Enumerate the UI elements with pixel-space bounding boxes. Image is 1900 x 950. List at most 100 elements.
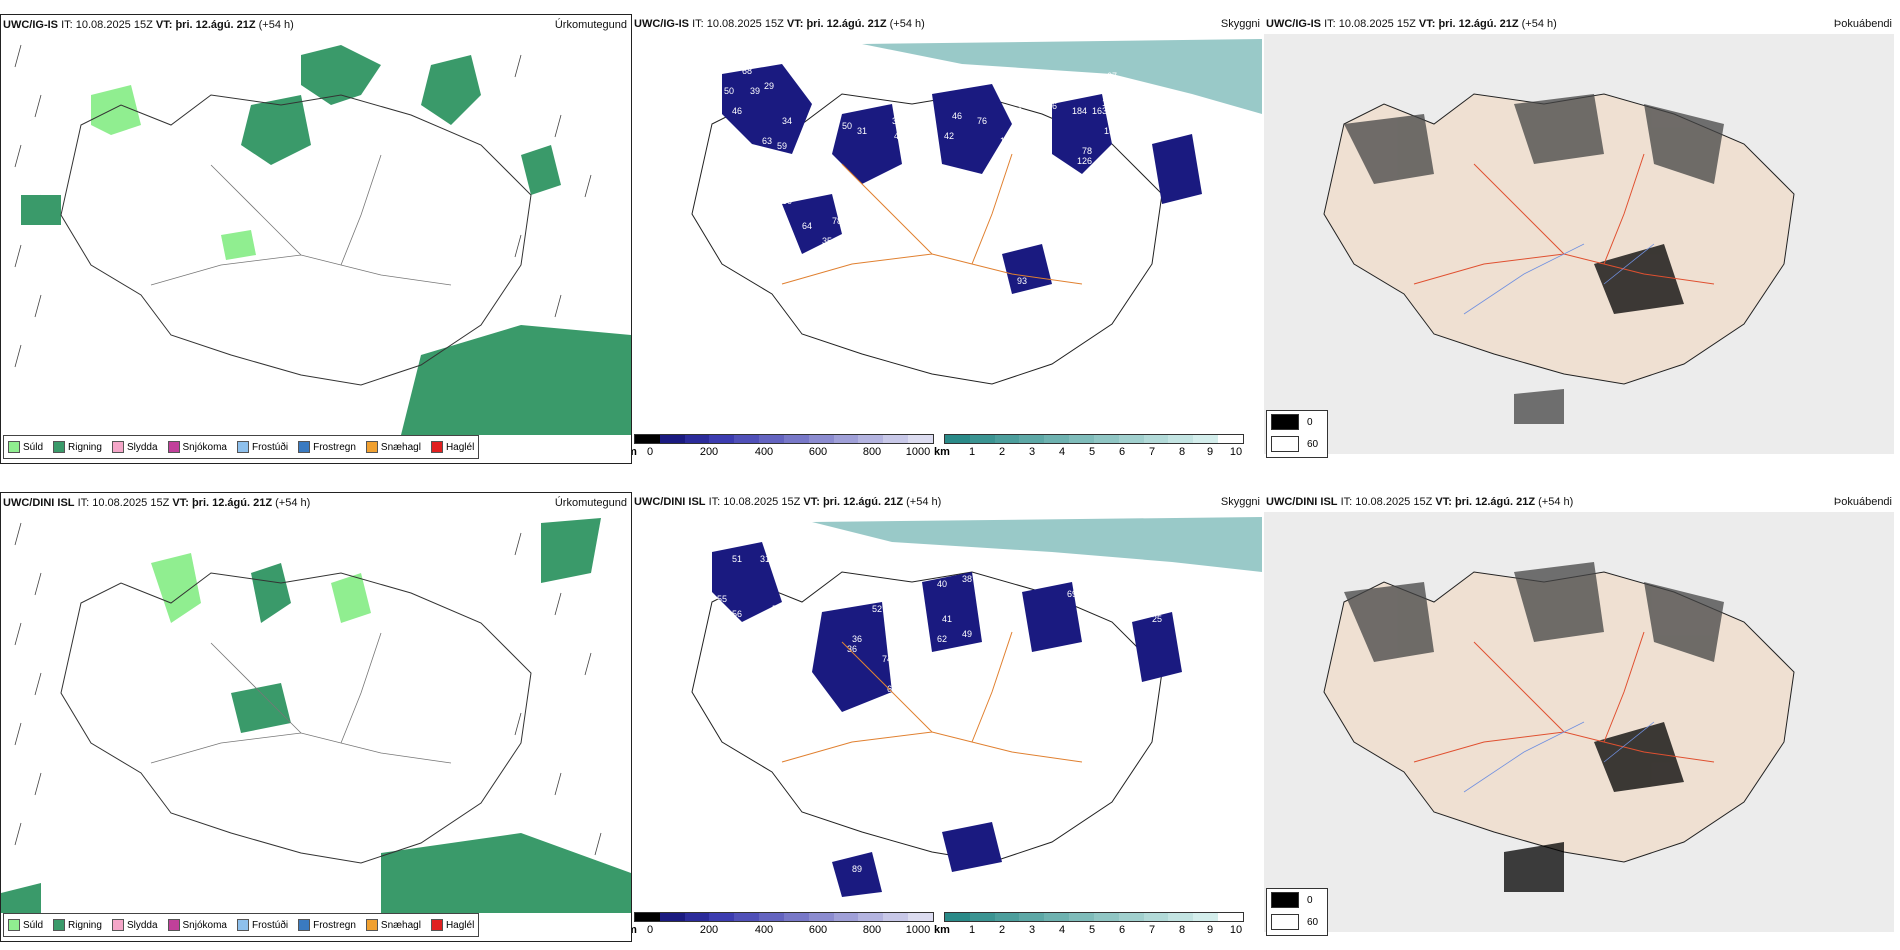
roads xyxy=(150,632,452,764)
panel-title: UWC/DINI ISL IT: 10.08.2025 15Z VT: þri.… xyxy=(3,497,311,509)
wind-barbs xyxy=(14,522,602,886)
vis-tick: 4 xyxy=(1058,446,1066,458)
cloud-base-label: 68 xyxy=(967,649,977,659)
panel-type-label: Úrkomutegund xyxy=(554,19,627,31)
cloud-base-label: 12 xyxy=(962,724,972,734)
vis-tick: 5 xyxy=(1088,924,1096,936)
cloud-base-label: 19 xyxy=(852,834,862,844)
cloud-base-label: 36 xyxy=(812,254,822,264)
vis-tick: 2 xyxy=(998,924,1006,936)
cloud-base-label: 50 xyxy=(724,86,734,96)
legend-item: Frostregn xyxy=(298,441,356,453)
cloud-base-label: 34 xyxy=(920,116,930,126)
cloud-base-label: 59 xyxy=(1007,216,1017,226)
panel-type-label: Skyggni xyxy=(1220,18,1260,30)
cloud-base-label: 49 xyxy=(962,629,972,639)
cloud-base-label: 35 xyxy=(932,664,942,674)
cloud-base-label: 56 xyxy=(1047,101,1057,111)
cloud-base-label: 150 xyxy=(1104,126,1119,136)
cloud-base-label: 526 xyxy=(992,221,1007,231)
vis-tick: 8 xyxy=(1178,446,1186,458)
vis-tick: 1 xyxy=(968,446,976,458)
legend-item: Snjókoma xyxy=(167,919,227,931)
cloud-tick: 400 xyxy=(754,924,774,936)
precip-legend: Súld Rigning Slydda Snjókoma Frostúði Fr… xyxy=(3,913,480,937)
cloud-base-label: 196 xyxy=(1010,136,1025,146)
cloud-base-label: 42 xyxy=(944,131,954,141)
vis-bar-unit: km xyxy=(934,446,950,458)
legend-item: Frostúði xyxy=(236,441,288,453)
legend-item: Slydda xyxy=(111,919,158,931)
legend-swatch xyxy=(53,441,66,453)
legend-item: Haglél xyxy=(430,919,474,931)
legend-item: Súld xyxy=(8,919,43,931)
cloud-tick: 200 xyxy=(699,924,719,936)
panel-title: UWC/IG-IS IT: 10.08.2025 15Z VT: þri. 12… xyxy=(634,18,925,30)
cloud-base-label: 52 xyxy=(732,624,742,634)
visibility-colorbar: km 1 2 3 4 5 6 7 8 9 10 xyxy=(934,912,1244,938)
legend-item: Frostúði xyxy=(236,919,288,931)
vis-bar-ticks: km 1 2 3 4 5 6 7 8 9 10 xyxy=(934,444,1244,458)
legend-swatch xyxy=(236,919,249,931)
fog-legend-item: 60 xyxy=(1267,433,1327,455)
cloud-base-label: 43 xyxy=(842,584,852,594)
cloud-base-label: 31 xyxy=(760,554,770,564)
cloud-base-label: 46 xyxy=(852,714,862,724)
vis-tick: 9 xyxy=(1206,446,1214,458)
vis-tick: 10 xyxy=(1229,446,1243,458)
precip-legend: Súld Rigning Slydda Snjókoma Frostúði Fr… xyxy=(3,435,480,459)
vis-bar-swatches xyxy=(944,434,1244,444)
legend-swatch xyxy=(53,919,66,931)
iceland-outline xyxy=(60,94,532,386)
panel-type-label: Úrkomutegund xyxy=(554,497,627,509)
cloud-base-label: 163 xyxy=(1092,106,1107,116)
cloud-base-label: 144 xyxy=(1102,98,1117,108)
cloud-base-label: 78 xyxy=(1082,146,1092,156)
cloud-base-label: 78 xyxy=(832,216,842,226)
visibility-panel-row1: UWC/IG-IS IT: 10.08.2025 15Z VT: þri. 12… xyxy=(632,14,1264,464)
cloud-base-label: 89 xyxy=(852,864,862,874)
cloud-base-label: 62 xyxy=(967,684,977,694)
vis-tick: 7 xyxy=(1148,924,1156,936)
fog-map xyxy=(1264,512,1894,932)
cloud-base-label: 36 xyxy=(1102,186,1112,196)
precip-areas xyxy=(21,45,631,435)
cloud-base-label: 68 xyxy=(742,66,752,76)
cloud-base-label: 184 xyxy=(1072,106,1087,116)
precip-areas xyxy=(1,518,631,913)
cloud-base-label: 39 xyxy=(892,116,902,126)
cloud-base-label: 40 xyxy=(937,579,947,589)
roads xyxy=(781,631,1083,763)
fog-legend-swatch xyxy=(1271,414,1299,430)
visibility-panel-row2: UWC/DINI ISL IT: 10.08.2025 15Z VT: þri.… xyxy=(632,492,1264,942)
cloud-base-label: 55 xyxy=(717,594,727,604)
rivers xyxy=(1463,243,1655,315)
cloud-base-label: 76 xyxy=(967,291,977,301)
cloud-base-label: 78 xyxy=(1047,196,1057,206)
cloud-bar-ticks: m 0 200 400 600 800 1000 xyxy=(632,922,934,936)
cloud-base-areas xyxy=(722,64,1202,294)
cloud-base-label: 46 xyxy=(782,256,792,266)
cloud-base-label: 63 xyxy=(847,241,857,251)
cloud-base-label: 240 xyxy=(1232,584,1247,594)
cloud-base-label: 17 xyxy=(1012,96,1022,106)
cloud-base-label: 69 xyxy=(1067,589,1077,599)
vis-sea-areas xyxy=(812,517,1262,572)
legend-swatch xyxy=(365,441,378,453)
legend-swatch xyxy=(298,441,311,453)
cloud-base-colorbar: m 0 200 400 600 800 1000 xyxy=(632,434,934,460)
vis-tick: 1 xyxy=(968,924,976,936)
cloud-base-label: 126 xyxy=(1077,156,1092,166)
cloud-base-label: 62 xyxy=(937,634,947,644)
fog-legend-swatch xyxy=(1271,892,1299,908)
cloud-base-label: 301 xyxy=(1004,181,1019,191)
legend-item: Slydda xyxy=(111,441,158,453)
cloud-base-label: 31 xyxy=(857,126,867,136)
iceland-outline xyxy=(60,572,532,864)
cloud-base-label: 49 xyxy=(1042,181,1052,191)
cloud-base-label: 40 xyxy=(797,261,807,271)
cloud-base-label: 29 xyxy=(764,81,774,91)
vis-tick: 9 xyxy=(1206,924,1214,936)
cloud-base-label: 36 xyxy=(912,614,922,624)
cloud-base-label: 61 xyxy=(1034,136,1044,146)
